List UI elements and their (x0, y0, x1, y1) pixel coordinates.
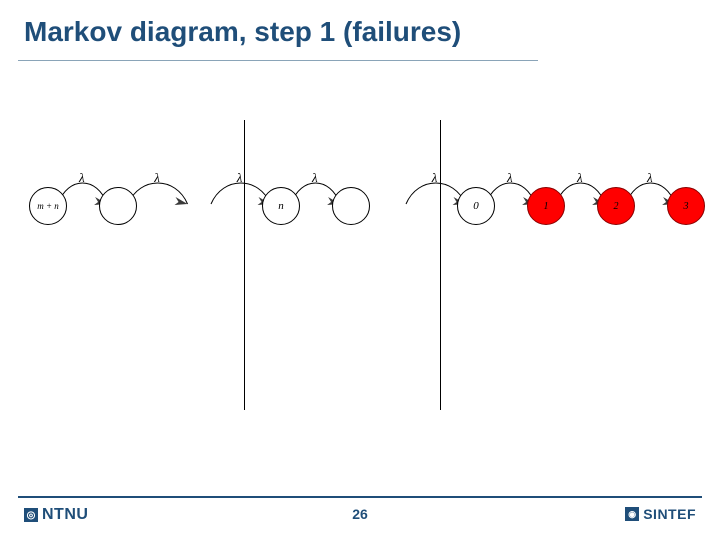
sintef-logo-icon: ◉ (625, 507, 639, 521)
state-node-zero: 0 (457, 187, 495, 225)
markov-diagram: λ λ λ λ λ λ λ λ m + n n 0 1 2 3 (0, 120, 720, 420)
ntnu-logo: ◎ NTNU (24, 506, 88, 524)
state-node-label: 1 (544, 201, 549, 212)
state-node-b2 (332, 187, 370, 225)
ntnu-logo-icon: ◎ (24, 508, 38, 522)
footer: 26 ◎ NTNU ◉ SINTEF (0, 496, 720, 540)
footer-divider (18, 496, 702, 498)
state-node-label: 2 (614, 201, 619, 212)
state-node-label: n (278, 200, 284, 212)
transition-arrow (126, 172, 200, 212)
slide-title: Markov diagram, step 1 (failures) (24, 16, 461, 48)
state-node-label: 0 (473, 200, 479, 212)
page-number: 26 (0, 506, 720, 522)
sintef-logo-text: SINTEF (643, 506, 696, 522)
state-node-mn: m + n (29, 187, 67, 225)
sintef-logo: ◉ SINTEF (625, 506, 696, 522)
ntnu-logo-text: NTNU (42, 506, 88, 524)
state-node-two: 2 (597, 187, 635, 225)
transition-label: λ (154, 170, 160, 186)
slide: Markov diagram, step 1 (failures) λλλλλλ… (0, 0, 720, 540)
state-node-label: 3 (684, 201, 689, 212)
section-divider (440, 120, 441, 410)
transition-label: λ (312, 170, 318, 186)
transition-label: λ (647, 170, 653, 186)
state-node-n: n (262, 187, 300, 225)
section-divider (244, 120, 245, 410)
state-node-b1 (99, 187, 137, 225)
transition-label: λ (237, 170, 243, 186)
state-node-three: 3 (667, 187, 705, 225)
transition-label: λ (577, 170, 583, 186)
title-underline (18, 60, 538, 61)
state-node-one: 1 (527, 187, 565, 225)
transition-label: λ (507, 170, 513, 186)
state-node-label: m + n (37, 201, 59, 211)
transition-label: λ (79, 170, 85, 186)
transition-label: λ (432, 170, 438, 186)
